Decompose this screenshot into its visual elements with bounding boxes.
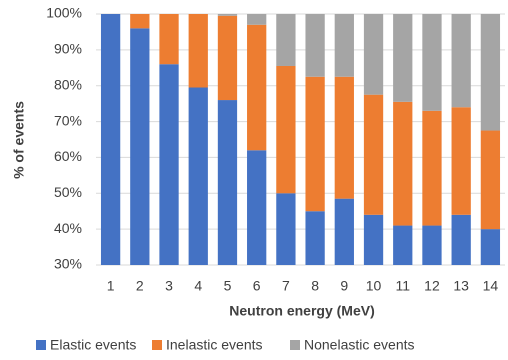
- bar-segment: [276, 14, 296, 66]
- bar-segment: [480, 14, 501, 131]
- bar-segment: [422, 110, 442, 226]
- x-tick-label: 11: [395, 278, 410, 294]
- bar-segment: [363, 214, 384, 265]
- y-tick-label: 90%: [54, 41, 82, 57]
- x-tick-label: 5: [224, 278, 232, 294]
- y-tick-label: 70%: [54, 112, 82, 128]
- y-tick-label: 60%: [54, 148, 82, 164]
- bar-segment: [305, 211, 325, 265]
- legend-swatch: [290, 340, 300, 350]
- bar-segment: [451, 107, 471, 215]
- x-tick-label: 10: [366, 278, 382, 294]
- legend-swatch: [36, 340, 46, 350]
- bar-segment: [247, 14, 267, 25]
- bar-segment: [100, 14, 121, 265]
- bar-segment: [159, 64, 179, 265]
- x-tick-label: 4: [194, 278, 202, 294]
- bar-segment: [130, 14, 150, 29]
- y-tick-label: 50%: [54, 184, 82, 200]
- legend-swatch: [152, 340, 162, 350]
- x-tick-label: 3: [165, 278, 173, 294]
- x-tick-label: 12: [424, 278, 440, 294]
- bar-segment: [159, 14, 179, 65]
- bar-segment: [305, 76, 325, 212]
- bar-segment: [363, 94, 384, 215]
- bar-segment: [334, 14, 354, 77]
- bar-segment: [276, 193, 296, 265]
- bar-segment: [217, 14, 238, 16]
- x-tick-label: 8: [311, 278, 319, 294]
- legend-label: Inelastic events: [166, 337, 263, 353]
- bar-segment: [422, 225, 442, 265]
- bar-segment: [217, 15, 238, 101]
- y-tick-label: 80%: [54, 76, 82, 92]
- x-axis-title: Neutron energy (MeV): [229, 303, 374, 319]
- x-tick-label: 14: [483, 278, 499, 294]
- bar-segment: [188, 87, 208, 265]
- bar-segment: [305, 14, 325, 77]
- bar-segment: [276, 65, 296, 194]
- bar-segment: [393, 14, 413, 102]
- bar-segment: [130, 28, 150, 265]
- x-tick-label: 2: [136, 278, 144, 294]
- x-tick-label: 9: [340, 278, 348, 294]
- y-tick-label: 100%: [46, 5, 82, 21]
- bar-segment: [480, 229, 501, 265]
- bar-segment: [334, 76, 354, 199]
- bar-segment: [363, 14, 384, 95]
- bar-segment: [217, 100, 238, 265]
- bar-segment: [480, 130, 501, 230]
- bar-segment: [334, 198, 354, 265]
- x-tick-label: 6: [253, 278, 261, 294]
- x-tick-label: 7: [282, 278, 290, 294]
- bar-segment: [247, 150, 267, 265]
- bar-segment: [188, 14, 208, 88]
- bar-segment: [451, 14, 471, 108]
- bar-segment: [422, 14, 442, 111]
- y-axis-title: % of events: [11, 101, 27, 179]
- bar-segment: [451, 214, 471, 265]
- legend-label: Elastic events: [50, 337, 136, 353]
- bar-segment: [393, 225, 413, 265]
- bar-segment: [247, 24, 267, 151]
- x-tick-label: 1: [107, 278, 115, 294]
- bar-segment: [393, 101, 413, 226]
- legend-label: Nonelastic events: [304, 337, 415, 353]
- x-tick-label: 13: [453, 278, 469, 294]
- y-tick-label: 40%: [54, 220, 82, 236]
- y-tick-label: 30%: [54, 256, 82, 272]
